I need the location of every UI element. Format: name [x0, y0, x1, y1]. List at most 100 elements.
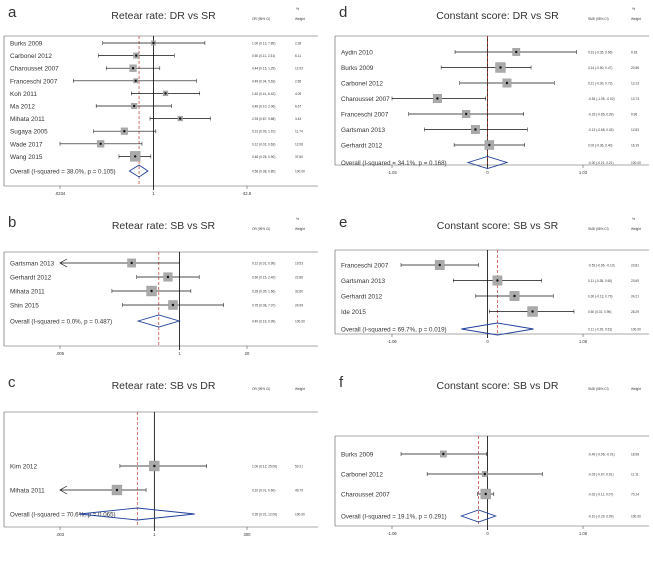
study-label: Gerhardt 2012: [341, 143, 383, 150]
panel-letter: b: [8, 214, 16, 231]
study-ci-text: 0.31 (-0.35, 0.96): [588, 51, 612, 55]
study-row: Charousset 2007 0.44 (0.15, 1.29) 12.92: [10, 64, 303, 73]
study-weight-text: 20.88: [631, 66, 639, 70]
study-label: Franceschi 2007: [341, 112, 389, 119]
study-row: Burks 2009 1.00 (0.13, 7.89) 2.28: [10, 41, 301, 48]
study-ci-text: 2.93 (0.87, 9.88): [252, 117, 275, 121]
x-tick-label: 1: [153, 532, 156, 537]
panel-a: a Retear rate: DR vs SR OR (95% CI)% Weight…: [3, 4, 318, 196]
study-label: Sugaya 2005: [10, 129, 48, 136]
study-point-estimate: [513, 294, 516, 298]
overall-diamond: [460, 509, 497, 523]
study-ci-text: -0.23 (-0.85, 0.39): [588, 113, 614, 117]
study-ci-text: 0.12 (0.02, 0.63): [252, 142, 275, 146]
study-label: Kim 2012: [10, 464, 37, 471]
x-tick-label: 0: [486, 531, 489, 536]
study-point-estimate: [442, 452, 445, 456]
overall-diamond: [466, 156, 509, 169]
study-point-estimate: [131, 67, 135, 70]
ci-arrow-left: [59, 258, 68, 268]
study-row: Gerhardt 2012 0.30 (-0.13, 0.73) 24.21: [341, 291, 639, 301]
study-point-estimate: [531, 310, 534, 313]
study-row: Gerhardt 2012 0.02 (-0.36, 0.40) 16.19: [341, 140, 639, 150]
study-label: Franceschi 2007: [10, 78, 58, 85]
overall-weight-text: 100.00: [295, 513, 305, 517]
panel-c: c Retear rate: SB vs DR OR (95% CI) Weight.…: [3, 374, 318, 537]
study-weight-text: 23.81: [631, 264, 639, 268]
weight-column-header: Weight: [631, 227, 641, 231]
es-column-header: SMD (95% CI): [588, 227, 609, 231]
overall-label: Overall (I-squared = 38.0%, p = 0.105): [10, 169, 116, 176]
study-row: Koh 2011 1.62 (0.41, 6.42) 4.09: [10, 90, 301, 98]
study-point-estimate: [134, 155, 137, 158]
study-label: Gerhardt 2012: [341, 294, 383, 301]
study-label: Wang 2015: [10, 154, 43, 161]
study-row: Gartsman 2013 -0.13 (-0.68, 0.43) 12.83: [341, 125, 639, 134]
study-row: Franceschi 2007 0.49 (0.04, 5.63) 2.65: [10, 78, 301, 85]
study-weight-text: 37.80: [295, 155, 303, 159]
panel-title: Constant score: DR vs SR: [436, 10, 559, 22]
study-ci-text: 0.31 (0.09, 1.10): [252, 130, 275, 134]
study-weight-text: 49.79: [295, 489, 303, 493]
study-row: Carbonel 2012 -0.03 (-0.67, 0.61) 11.11: [341, 471, 639, 479]
study-weight-text: 24.99: [295, 304, 303, 308]
panel-f: f Constant score: SB vs DR SMD (95% CI) Wei…: [334, 374, 649, 536]
study-ci-text: 0.12 (0.01, 0.99): [252, 262, 275, 266]
x-tick-label: 1: [152, 191, 155, 196]
study-label: Ide 2015: [341, 309, 366, 316]
study-point-estimate: [164, 92, 167, 95]
study-row: Sugaya 2005 0.31 (0.09, 1.10) 11.74: [10, 127, 303, 136]
study-row: Mihata 2011 2.93 (0.87, 9.88) 3.43: [10, 116, 301, 123]
percent-column-header: %: [632, 217, 635, 221]
study-ci-text: 0.30 (-0.13, 0.73): [588, 295, 612, 299]
overall-diamond: [136, 314, 181, 328]
study-ci-text: 0.29 (0.05, 1.66): [252, 290, 275, 294]
overall-row: Overall (I-squared = 19.1%, p = 0.291) -0…: [341, 509, 641, 523]
study-ci-text: 0.49 (0.04, 5.63): [252, 79, 275, 83]
study-weight-text: 13.13: [631, 82, 639, 86]
study-label: Burks 2009: [341, 65, 374, 72]
study-ci-text: 0.75 (0.08, 7.07): [252, 304, 275, 308]
study-point-estimate: [474, 128, 477, 131]
study-label: Franceschi 2007: [341, 263, 389, 270]
study-label: Mihata 2011: [10, 289, 45, 296]
study-point-estimate: [484, 492, 487, 496]
study-row: Carbonel 2012 0.21 (-0.30, 0.72) 13.13: [341, 78, 639, 88]
study-ci-text: 0.11 (-0.38, 0.60): [588, 279, 612, 283]
panel-e: e Constant score: SB vs SR SMD (95% CI)% We…: [334, 214, 649, 344]
study-label: Charousset 2007: [10, 66, 59, 73]
study-label: Shin 2015: [10, 303, 39, 310]
study-point-estimate: [153, 464, 156, 468]
study-point-estimate: [171, 303, 175, 307]
study-weight-text: 12.06: [295, 142, 303, 146]
study-label: Charousset 2007: [341, 96, 390, 103]
study-point-estimate: [135, 54, 138, 57]
study-label: Gartsman 2013: [10, 261, 54, 268]
overall-diamond: [79, 507, 195, 521]
study-ci-text: 1.00 (0.13, 7.89): [252, 42, 275, 46]
study-weight-text: 24.21: [631, 295, 639, 299]
x-tick-label: 0: [486, 339, 489, 344]
x-tick-label: 1.06: [579, 339, 588, 344]
study-row: Ma 2012 0.46 (0.10, 2.06) 6.67: [10, 103, 301, 111]
study-point-estimate: [152, 41, 155, 45]
study-weight-text: 32.60: [295, 290, 303, 294]
weight-column-header: Weight: [631, 17, 641, 21]
study-label: Wade 2017: [10, 141, 43, 148]
es-column-header: SMD (95% CI): [588, 387, 609, 391]
overall-weight-text: 100.00: [631, 328, 641, 332]
study-row: Franceschi 2007 -0.53 (-0.96, -0.10) 23.81: [341, 260, 639, 270]
study-label: Aydin 2010: [341, 50, 373, 57]
study-row: Gerhardt 2012 0.60 (0.15, 2.40) 22.86: [10, 272, 303, 282]
overall-row: Overall (I-squared = 0.0%, p = 0.487) 0.4…: [10, 314, 305, 328]
study-row: Mihata 2011 0.10 (0.01, 0.60) 49.79: [10, 484, 303, 496]
panel-b: b Retear rate: SB vs SR OR (95% CI)% Weight…: [3, 214, 318, 356]
study-row: Ide 2015 0.50 (0.02, 0.96) 28.29: [341, 306, 639, 317]
study-label: Mihata 2011: [10, 116, 45, 123]
weight-column-header: Weight: [295, 227, 305, 231]
study-ci-text: -0.54 (-1.05, -0.02): [588, 97, 615, 101]
study-label: Carbonel 2012: [341, 81, 383, 88]
weight-column-header: Weight: [631, 387, 641, 391]
overall-ci-text: -0.00 (-0.21, 0.21): [588, 161, 614, 165]
study-ci-text: 0.50 (0.11, 2.31): [252, 54, 275, 58]
